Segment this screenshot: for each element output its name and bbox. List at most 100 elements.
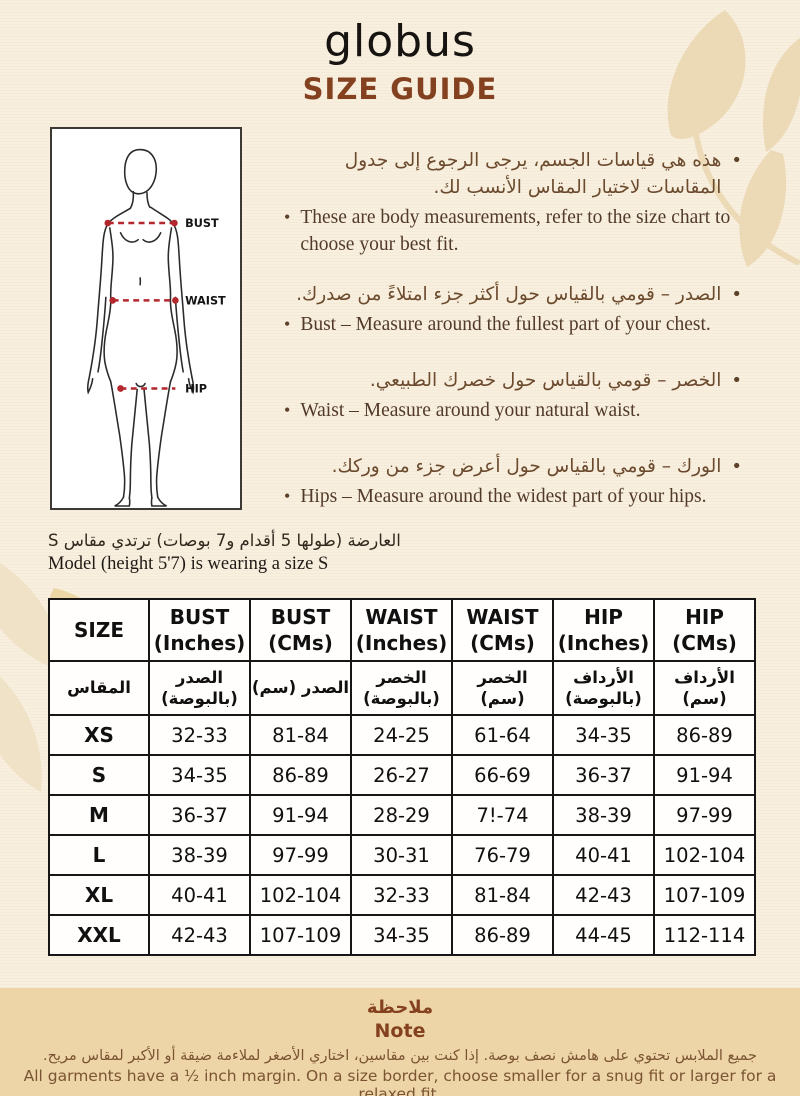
bullet-icon: • <box>284 206 291 227</box>
table-row-xs: XS 32-33 81-84 24-25 61-64 34-35 86-89 <box>48 714 756 756</box>
body-figure-illustration: BUST WAIST HIP <box>86 148 226 507</box>
header-hip-cms: HIP (CMs) <box>653 598 756 662</box>
table-header-row-english: SIZE BUST (Inches) BUST (CMs) WAIST (Inches… <box>48 598 756 662</box>
table-cell: 32-33 <box>350 874 453 916</box>
header-hip-cms-ar: الأرداف (سم) <box>653 660 756 716</box>
instruction-group-hip: • الورك – قومي بالقياس حول أعرض جزء من و… <box>284 454 742 510</box>
body-measurement-diagram: BUST WAIST HIP <box>50 127 242 510</box>
table-row-s: S 34-35 86-89 26-27 66-69 36-37 91-94 <box>48 754 756 796</box>
instruction-general-english: • These are body measurements, refer to … <box>284 204 742 259</box>
model-note-english: Model (height 5'7) is wearing a size S <box>48 554 329 574</box>
table-cell: 34-35 <box>148 754 251 796</box>
header-waist-inches-ar: الخصر (بالبوصة) <box>350 660 453 716</box>
header-waist-cms: WAIST (CMs) <box>451 598 554 662</box>
waist-measure-line <box>109 297 179 304</box>
header-size-ar: المقاس <box>48 660 150 716</box>
table-cell: 97-99 <box>653 794 756 836</box>
table-cell: 7!-74 <box>451 794 554 836</box>
header-bust-inches-ar: الصدر (بالبوصة) <box>148 660 251 716</box>
table-cell: 34-35 <box>552 714 655 756</box>
table-row-xxl: XXL 42-43 107-109 34-35 86-89 44-45 112-… <box>48 914 756 956</box>
table-cell: 102-104 <box>653 834 756 876</box>
measurement-instructions: • هذه هي قياسات الجسم، يرجى الرجوع إلى ج… <box>284 148 742 541</box>
size-table: SIZE BUST (Inches) BUST (CMs) WAIST (Inches… <box>48 598 756 956</box>
instruction-bust-english: • Bust – Measure around the fullest part… <box>284 311 742 338</box>
table-cell: 32-33 <box>148 714 251 756</box>
size-cell: XS <box>48 714 150 756</box>
header-hip-inches-ar: الأرداف (بالبوصة) <box>552 660 655 716</box>
instruction-group-general: • هذه هي قياسات الجسم، يرجى الرجوع إلى ج… <box>284 148 742 258</box>
table-cell: 40-41 <box>552 834 655 876</box>
table-cell: 24-25 <box>350 714 453 756</box>
table-row-m: M 36-37 91-94 28-29 7!-74 38-39 97-99 <box>48 794 756 836</box>
note-heading-arabic: ملاحظة <box>366 997 434 1018</box>
bullet-icon: • <box>731 150 742 171</box>
instruction-bust-arabic: • الصدر – قومي بالقياس حول أكثر جزء امتل… <box>284 282 742 309</box>
table-cell: 28-29 <box>350 794 453 836</box>
table-cell: 91-94 <box>653 754 756 796</box>
table-cell: 38-39 <box>552 794 655 836</box>
hip-label: HIP <box>185 382 207 395</box>
bullet-icon: • <box>284 314 291 335</box>
table-cell: 81-84 <box>451 874 554 916</box>
instruction-group-bust: • الصدر – قومي بالقياس حول أكثر جزء امتل… <box>284 282 742 338</box>
header-waist-cms-ar: الخصر (سم) <box>451 660 554 716</box>
note-section: ملاحظة Note جميع الملابس تحتوي على هامش … <box>0 988 800 1096</box>
size-cell: L <box>48 834 150 876</box>
table-cell: 42-43 <box>148 914 251 956</box>
instruction-hip-arabic: • الورك – قومي بالقياس حول أعرض جزء من و… <box>284 454 742 481</box>
table-header-row-arabic: المقاس الصدر (بالبوصة) الصدر (سم) الخصر (ب… <box>48 660 756 716</box>
bust-measure-line <box>104 219 178 227</box>
table-cell: 44-45 <box>552 914 655 956</box>
table-cell: 36-37 <box>552 754 655 796</box>
header-waist-inches: WAIST (Inches) <box>350 598 453 662</box>
bullet-icon: • <box>731 284 742 306</box>
table-cell: 42-43 <box>552 874 655 916</box>
note-body-english: All garments have a ½ inch margin. On a … <box>23 1067 777 1096</box>
table-cell: 36-37 <box>148 794 251 836</box>
table-cell: 107-109 <box>653 874 756 916</box>
table-cell: 86-89 <box>653 714 756 756</box>
header-bust-cms: BUST (CMs) <box>249 598 352 662</box>
bullet-icon: • <box>284 400 291 421</box>
model-note-arabic: العارضة (طولها 5 أقدام و7 بوصات) ترتدي م… <box>48 531 401 550</box>
note-heading-english: Note <box>374 1020 426 1042</box>
header-hip-inches: HIP (Inches) <box>552 598 655 662</box>
instruction-hip-english: • Hips – Measure around the widest part … <box>284 483 742 510</box>
table-cell: 76-79 <box>451 834 554 876</box>
table-cell: 34-35 <box>350 914 453 956</box>
model-note: العارضة (طولها 5 أقدام و7 بوصات) ترتدي م… <box>48 531 468 575</box>
waist-label: WAIST <box>185 294 226 307</box>
page-title: SIZE GUIDE <box>302 72 498 106</box>
bullet-icon: • <box>731 456 742 478</box>
hip-measure-line <box>117 385 176 392</box>
table-cell: 26-27 <box>350 754 453 796</box>
size-cell: M <box>48 794 150 836</box>
instruction-general-arabic: • هذه هي قياسات الجسم، يرجى الرجوع إلى ج… <box>284 148 742 202</box>
table-cell: 107-109 <box>249 914 352 956</box>
table-cell: 38-39 <box>148 834 251 876</box>
table-cell: 81-84 <box>249 714 352 756</box>
table-cell: 66-69 <box>451 754 554 796</box>
table-cell: 102-104 <box>249 874 352 916</box>
header-size: SIZE <box>48 598 150 662</box>
instruction-group-waist: • الخصر – قومي بالقياس حول خصرك الطبيعي.… <box>284 368 742 424</box>
table-cell: 97-99 <box>249 834 352 876</box>
bullet-icon: • <box>731 370 742 392</box>
size-cell: S <box>48 754 150 796</box>
brand-logo: globus <box>324 16 476 67</box>
instruction-waist-english: • Waist – Measure around your natural wa… <box>284 397 742 424</box>
size-cell: XL <box>48 874 150 916</box>
table-cell: 30-31 <box>350 834 453 876</box>
table-row-xl: XL 40-41 102-104 32-33 81-84 42-43 107-1… <box>48 874 756 916</box>
header-bust-cms-ar: الصدر (سم) <box>249 660 352 716</box>
bullet-icon: • <box>284 486 291 507</box>
table-cell: 86-89 <box>451 914 554 956</box>
instruction-waist-arabic: • الخصر – قومي بالقياس حول خصرك الطبيعي. <box>284 368 742 395</box>
table-cell: 91-94 <box>249 794 352 836</box>
table-row-l: L 38-39 97-99 30-31 76-79 40-41 102-104 <box>48 834 756 876</box>
header-bust-inches: BUST (Inches) <box>148 598 251 662</box>
size-cell: XXL <box>48 914 150 956</box>
note-body-arabic: جميع الملابس تحتوي على هامش نصف بوصة. إذ… <box>43 1048 757 1064</box>
